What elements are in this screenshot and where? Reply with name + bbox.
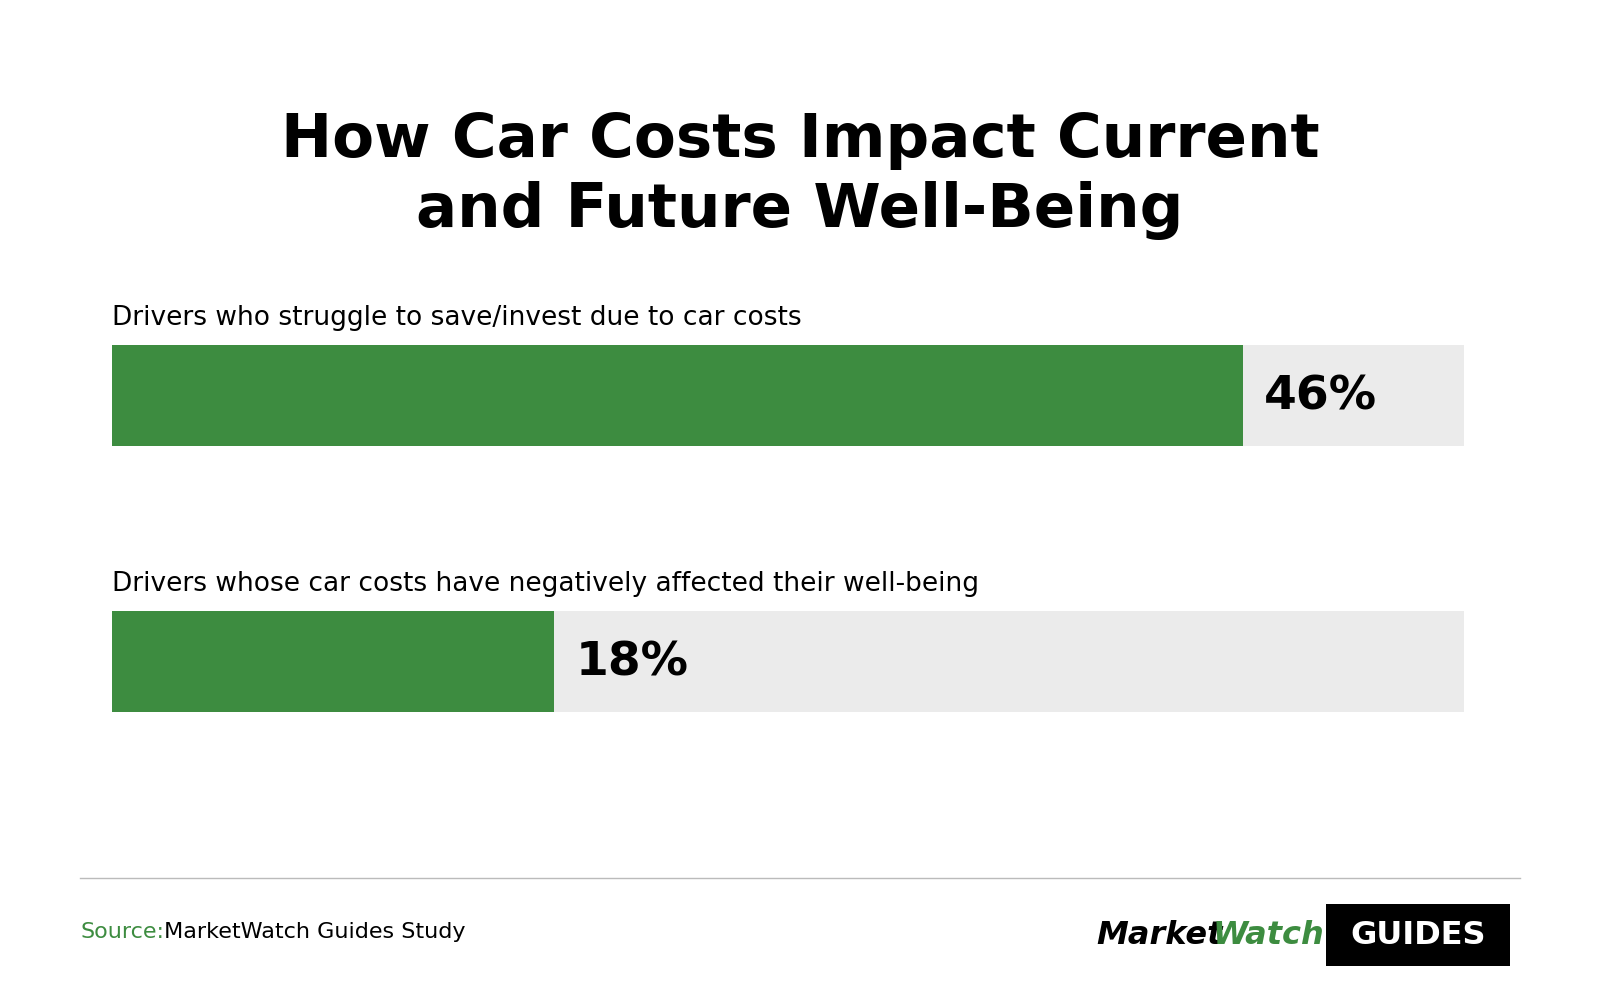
Text: How Car Costs Impact Current
and Future Well-Being: How Car Costs Impact Current and Future …	[280, 111, 1320, 240]
Text: 18%: 18%	[576, 640, 688, 684]
Text: Source:: Source:	[80, 921, 165, 941]
Text: Drivers whose car costs have negatively affected their well-being: Drivers whose car costs have negatively …	[112, 571, 979, 597]
Text: GUIDES: GUIDES	[1350, 920, 1486, 950]
Text: 46%: 46%	[1264, 374, 1376, 418]
Text: Drivers who struggle to save/invest due to car costs: Drivers who struggle to save/invest due …	[112, 305, 802, 331]
Text: Watch: Watch	[1213, 920, 1325, 950]
Text: MarketWatch Guides Study: MarketWatch Guides Study	[157, 921, 466, 941]
Text: Market: Market	[1096, 920, 1222, 950]
